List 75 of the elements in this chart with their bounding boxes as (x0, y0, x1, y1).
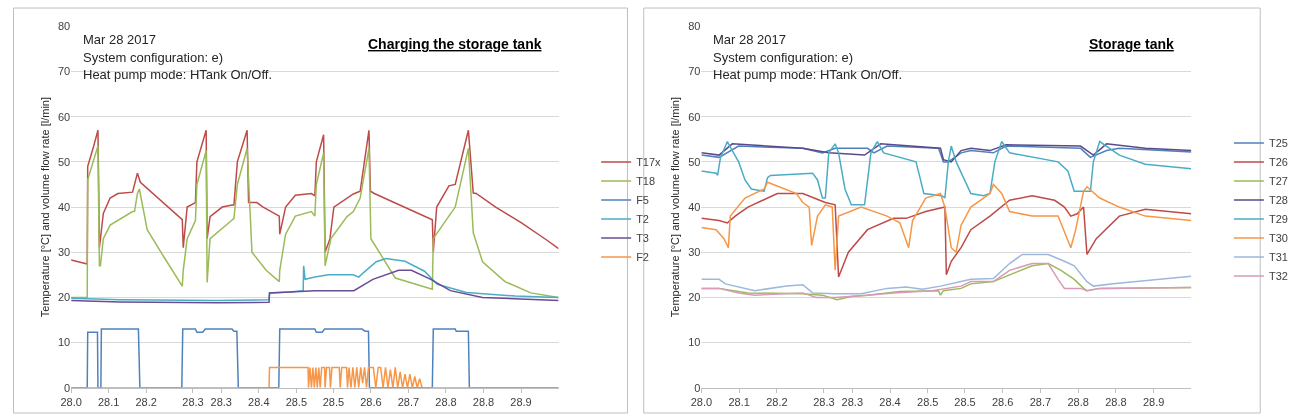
y-tick-label: 10 (688, 336, 701, 349)
legend-label: T28 (1268, 194, 1288, 207)
x-tick-label: 28.8 (472, 395, 495, 408)
x-tick-label: 28.0 (60, 395, 82, 408)
x-tick-label: 28.5 (954, 395, 976, 408)
line-series (71, 145, 559, 299)
legend-label: T18 (636, 175, 656, 188)
x-tick-label: 28.6 (991, 395, 1014, 408)
x-tick-label: 28.5 (917, 395, 939, 408)
line-series (701, 192, 1192, 278)
y-tick-label: 70 (688, 65, 701, 78)
y-tick-label: 50 (688, 155, 701, 168)
line-series (71, 257, 559, 302)
x-tick-label: 28.9 (510, 395, 532, 408)
line-series (701, 181, 1192, 272)
x-tick-label: 28.1 (728, 395, 750, 408)
x-tick-label: 28.3 (210, 395, 232, 408)
y-tick-label: 50 (57, 155, 71, 168)
x-tick-label: 28.4 (879, 395, 901, 408)
legend-label: T25 (1268, 137, 1288, 150)
x-tick-label: 28.8 (435, 395, 457, 408)
y-tick-label: 60 (688, 110, 701, 123)
x-tick-label: 28.3 (813, 395, 835, 408)
y-tick-label: 0 (694, 381, 701, 394)
legend-label: F2 (636, 251, 649, 264)
y-tick-label: 0 (64, 381, 71, 394)
legend-label: T17x (636, 156, 662, 169)
legend-label: T27 (1268, 175, 1288, 188)
annotation: Mar 28 2017 (713, 32, 786, 47)
x-tick-label: 28.2 (766, 395, 788, 408)
x-tick-label: 28.5 (322, 395, 345, 408)
line-series (701, 253, 1192, 295)
annotation: System configuration: e) (83, 50, 224, 65)
x-tick-label: 28.8 (1067, 395, 1089, 408)
y-tick-label: 30 (57, 246, 71, 259)
x-tick-label: 28.3 (841, 395, 864, 408)
y-tick-label: 70 (57, 65, 71, 78)
legend-label: T3 (636, 232, 649, 245)
y-tick-label: 40 (57, 200, 71, 213)
x-tick-label: 28.6 (360, 395, 382, 408)
y-tick-label: 80 (688, 20, 701, 33)
line-series (701, 140, 1192, 206)
y-tick-label: 20 (688, 291, 701, 304)
annotation: Heat pump mode: HTank On/Off. (713, 67, 903, 82)
x-tick-label: 28.7 (1029, 395, 1052, 408)
x-tick-label: 28.8 (1105, 395, 1127, 408)
annotation: Mar 28 2017 (83, 32, 156, 47)
y-tick-label: 30 (688, 246, 701, 259)
text: Storage tank (1089, 36, 1175, 52)
annotation: System configuration: e) (713, 50, 854, 65)
x-tick-label: 28.5 (285, 395, 308, 408)
x-tick-label: 28.9 (1142, 395, 1165, 408)
legend-label: T2 (636, 213, 649, 226)
legend-label: T30 (1268, 232, 1288, 245)
x-tick-label: 28.7 (397, 395, 420, 408)
x-tick-label: 28.3 (182, 395, 204, 408)
x-tick-label: 28.1 (97, 395, 120, 408)
line-series (71, 269, 559, 304)
y-tick-label: 10 (57, 336, 71, 349)
x-tick-label: 28.0 (690, 395, 713, 408)
y-axis-title: Temperature [°C] and volume flow rate [l/min] (38, 96, 51, 318)
x-tick-label: 28.2 (135, 395, 157, 408)
y-axis-title: Temperature [°C] and volume flow rate [l/min] (668, 96, 681, 318)
legend-label: T29 (1268, 213, 1288, 226)
legend-label: T32 (1268, 270, 1288, 283)
y-tick-label: 60 (57, 110, 71, 123)
text: Charging the storage tank (368, 36, 542, 52)
legend-label: T31 (1268, 251, 1288, 264)
x-tick-label: 28.4 (248, 395, 270, 408)
y-tick-label: 40 (688, 200, 701, 213)
y-tick-label: 20 (57, 291, 71, 304)
y-tick-label: 80 (57, 20, 71, 33)
legend-label: F5 (636, 194, 649, 207)
annotation: Heat pump mode: HTank On/Off. (83, 67, 273, 82)
legend-label: T26 (1268, 156, 1288, 169)
